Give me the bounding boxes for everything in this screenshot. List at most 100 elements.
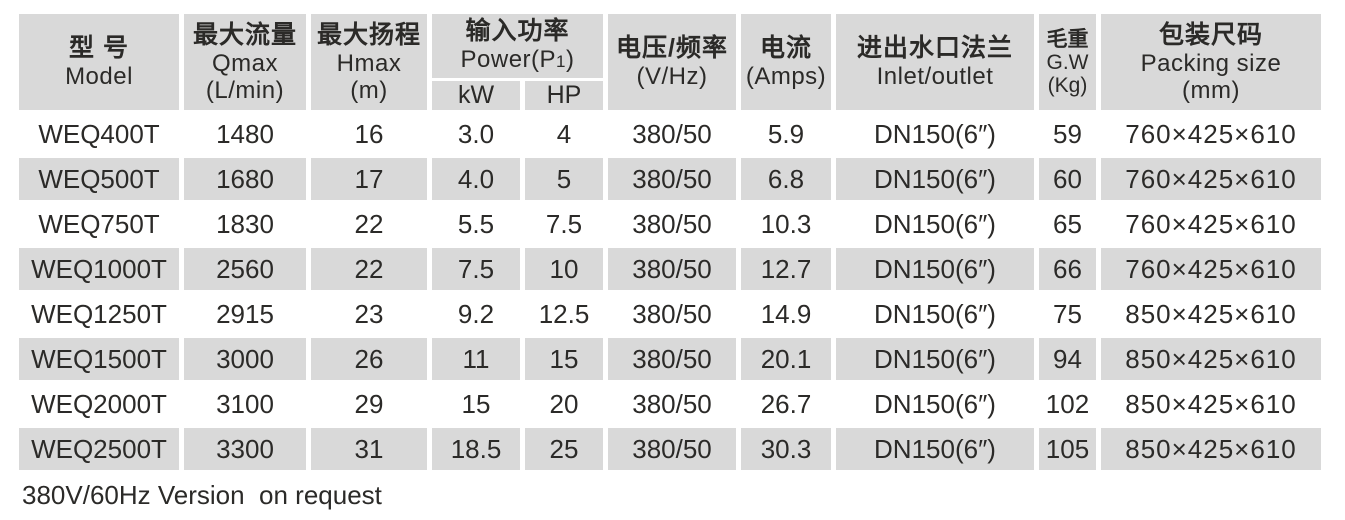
cell-gw: 75 xyxy=(1039,293,1096,335)
cell-vhz: 380/50 xyxy=(608,203,736,245)
cell-inlet: DN150(6″) xyxy=(836,383,1034,425)
header-hmax-unit: (m) xyxy=(350,76,388,104)
cell-packing: 850×425×610 xyxy=(1101,428,1321,470)
header-hmax-zh: 最大扬程 xyxy=(316,20,421,49)
header-inlet: 进出水口法兰 Inlet/outlet xyxy=(836,14,1034,110)
header-current-zh: 电流 xyxy=(759,34,812,62)
cell-inlet: DN150(6″) xyxy=(836,293,1034,335)
cell-model: WEQ2500T xyxy=(19,428,179,470)
cell-kw: 7.5 xyxy=(432,248,520,290)
table-row: WEQ750T 1830 22 5.5 7.5 380/50 10.3 DN150(6″) 65… xyxy=(19,203,1321,245)
cell-hp: 10 xyxy=(525,248,603,290)
table-header: 型 号 Model 最大流量 Qmax (L/min) 最大扬程 Hmax (m… xyxy=(19,14,1321,110)
cell-inlet: DN150(6″) xyxy=(836,248,1034,290)
header-power-en: Power(P1) xyxy=(460,46,575,73)
cell-model: WEQ400T xyxy=(19,113,179,155)
cell-hp: 4 xyxy=(525,113,603,155)
cell-qmax: 2915 xyxy=(184,293,306,335)
cell-vhz: 380/50 xyxy=(608,248,736,290)
cell-model: WEQ1500T xyxy=(19,338,179,380)
cell-amps: 12.7 xyxy=(741,248,831,290)
cell-amps: 14.9 xyxy=(741,293,831,335)
table-row: WEQ2000T 3100 29 15 20 380/50 26.7 DN150(6″) 102… xyxy=(19,383,1321,425)
header-gw-en: G.W xyxy=(1046,50,1089,74)
cell-hp: 15 xyxy=(525,338,603,380)
header-hp: HP xyxy=(525,81,603,110)
header-current: 电流 (Amps) xyxy=(741,14,831,110)
cell-hp: 12.5 xyxy=(525,293,603,335)
header-packing-unit: (mm) xyxy=(1182,76,1240,104)
cell-hmax: 22 xyxy=(311,248,427,290)
header-hmax-en: Hmax xyxy=(336,49,402,77)
cell-kw: 9.2 xyxy=(432,293,520,335)
cell-gw: 60 xyxy=(1039,158,1096,200)
cell-vhz: 380/50 xyxy=(608,113,736,155)
cell-packing: 850×425×610 xyxy=(1101,383,1321,425)
header-voltage: 电压/频率 (V/Hz) xyxy=(608,14,736,110)
cell-gw: 94 xyxy=(1039,338,1096,380)
cell-packing: 760×425×610 xyxy=(1101,158,1321,200)
cell-inlet: DN150(6″) xyxy=(836,428,1034,470)
cell-hmax: 29 xyxy=(311,383,427,425)
cell-hmax: 31 xyxy=(311,428,427,470)
cell-kw: 11 xyxy=(432,338,520,380)
cell-amps: 26.7 xyxy=(741,383,831,425)
cell-hmax: 22 xyxy=(311,203,427,245)
cell-gw: 66 xyxy=(1039,248,1096,290)
cell-hp: 5 xyxy=(525,158,603,200)
cell-inlet: DN150(6″) xyxy=(836,203,1034,245)
header-voltage-unit: (V/Hz) xyxy=(636,63,708,90)
cell-kw: 5.5 xyxy=(432,203,520,245)
cell-packing: 760×425×610 xyxy=(1101,113,1321,155)
cell-gw: 59 xyxy=(1039,113,1096,155)
cell-qmax: 2560 xyxy=(184,248,306,290)
header-voltage-zh: 电压/频率 xyxy=(616,34,728,62)
table-row: WEQ400T 1480 16 3.0 4 380/50 5.9 DN150(6″) 59 760… xyxy=(19,113,1321,155)
header-kw: kW xyxy=(432,81,520,110)
table-row: WEQ1250T 2915 23 9.2 12.5 380/50 14.9 DN150(6″)… xyxy=(19,293,1321,335)
cell-model: WEQ500T xyxy=(19,158,179,200)
cell-hmax: 16 xyxy=(311,113,427,155)
cell-kw: 15 xyxy=(432,383,520,425)
cell-qmax: 3000 xyxy=(184,338,306,380)
table-row: WEQ1000T 2560 22 7.5 10 380/50 12.7 DN150(6″) 66… xyxy=(19,248,1321,290)
cell-vhz: 380/50 xyxy=(608,383,736,425)
cell-inlet: DN150(6″) xyxy=(836,113,1034,155)
header-gw: 毛重 G.W (Kg) xyxy=(1039,14,1096,110)
cell-amps: 5.9 xyxy=(741,113,831,155)
cell-kw: 4.0 xyxy=(432,158,520,200)
cell-hp: 20 xyxy=(525,383,603,425)
header-packing-en: Packing size xyxy=(1140,49,1282,77)
cell-kw: 3.0 xyxy=(432,113,520,155)
cell-gw: 102 xyxy=(1039,383,1096,425)
cell-amps: 10.3 xyxy=(741,203,831,245)
cell-amps: 6.8 xyxy=(741,158,831,200)
cell-kw: 18.5 xyxy=(432,428,520,470)
cell-inlet: DN150(6″) xyxy=(836,158,1034,200)
table-row: WEQ1500T 3000 26 11 15 380/50 20.1 DN150(6″) 94 8… xyxy=(19,338,1321,380)
table-body: WEQ400T 1480 16 3.0 4 380/50 5.9 DN150(6″) 59 760… xyxy=(19,113,1321,470)
header-inlet-zh: 进出水口法兰 xyxy=(856,34,1013,62)
header-power-zh: 输入功率 xyxy=(465,17,570,45)
cell-hmax: 26 xyxy=(311,338,427,380)
cell-qmax: 1680 xyxy=(184,158,306,200)
cell-model: WEQ1250T xyxy=(19,293,179,335)
cell-packing: 850×425×610 xyxy=(1101,293,1321,335)
cell-packing: 850×425×610 xyxy=(1101,338,1321,380)
cell-model: WEQ1000T xyxy=(19,248,179,290)
cell-vhz: 380/50 xyxy=(608,428,736,470)
cell-model: WEQ750T xyxy=(19,203,179,245)
header-inlet-en: Inlet/outlet xyxy=(876,63,994,90)
cell-amps: 30.3 xyxy=(741,428,831,470)
pump-spec-table: 型 号 Model 最大流量 Qmax (L/min) 最大扬程 Hmax (m… xyxy=(14,11,1326,473)
cell-hp: 25 xyxy=(525,428,603,470)
table-row: WEQ2500T 3300 31 18.5 25 380/50 30.3 DN150(6″) 1… xyxy=(19,428,1321,470)
cell-qmax: 1480 xyxy=(184,113,306,155)
header-power: 输入功率 Power(P1) xyxy=(432,14,603,78)
cell-vhz: 380/50 xyxy=(608,293,736,335)
cell-vhz: 380/50 xyxy=(608,158,736,200)
cell-gw: 65 xyxy=(1039,203,1096,245)
header-hmax: 最大扬程 Hmax (m) xyxy=(311,14,427,110)
cell-gw: 105 xyxy=(1039,428,1096,470)
